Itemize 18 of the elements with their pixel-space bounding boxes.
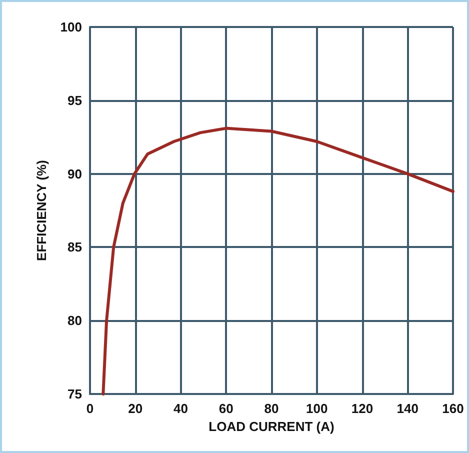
x-tick-label: 60 — [218, 401, 234, 416]
x-axis-title: LOAD CURRENT (A) — [208, 418, 334, 434]
y-tick-label: 90 — [68, 166, 82, 182]
x-tick-label: 120 — [351, 401, 374, 416]
y-tick-label: 85 — [68, 240, 82, 255]
x-tick-label: 160 — [442, 401, 464, 416]
x-tick-label: 100 — [306, 401, 328, 416]
x-tick-label: 0 — [86, 401, 94, 416]
y-tick-label: 80 — [68, 313, 82, 328]
x-tick-label: 140 — [396, 401, 418, 416]
x-tick-label: 80 — [264, 401, 279, 416]
y-tick-label: 100 — [60, 20, 82, 34]
y-axis-title: EFFICIENCY (%) — [34, 160, 49, 261]
y-tick-label: 75 — [68, 386, 82, 402]
x-tick-label: 40 — [174, 401, 188, 416]
line-series — [102, 126, 454, 396]
x-tick-label: 20 — [128, 401, 143, 416]
y-tick-label: 95 — [68, 92, 82, 108]
